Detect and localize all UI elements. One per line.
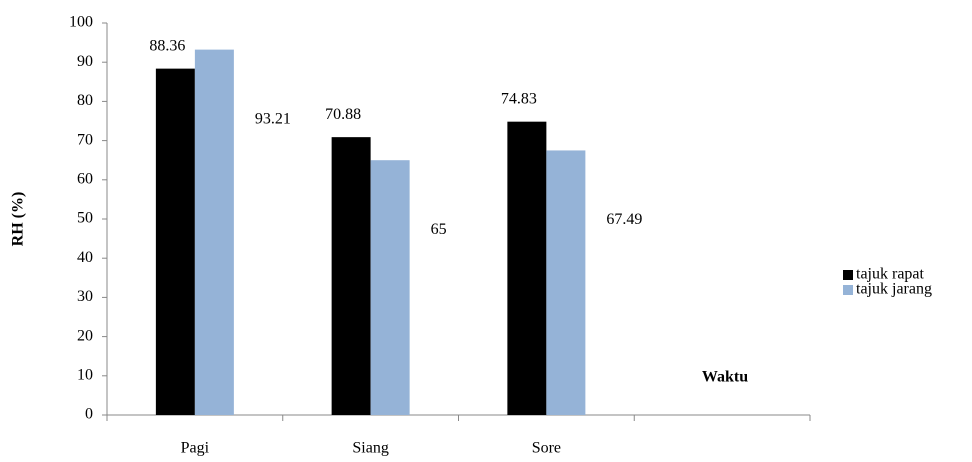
bar bbox=[194, 49, 234, 416]
y-tick-label: 20 bbox=[77, 327, 93, 344]
y-tick-label: 10 bbox=[77, 366, 93, 383]
legend-swatch bbox=[843, 285, 853, 295]
y-tick-label: 90 bbox=[77, 53, 93, 70]
y-tick-label: 70 bbox=[77, 131, 93, 148]
y-tick-label: 50 bbox=[77, 210, 93, 227]
y-tick-label: 0 bbox=[85, 406, 93, 423]
x-tick-label: Siang bbox=[352, 440, 388, 457]
legend-label: tajuk jarang bbox=[856, 281, 932, 298]
x-tick-label: Pagi bbox=[181, 440, 210, 457]
data-label: 65 bbox=[431, 221, 447, 238]
y-tick-label: 30 bbox=[77, 288, 93, 305]
x-tick-label: Sore bbox=[532, 440, 561, 457]
y-tick-label: 80 bbox=[77, 92, 93, 109]
y-axis-title: RH (%) bbox=[10, 192, 27, 247]
y-tick-label: 60 bbox=[77, 170, 93, 187]
legend-label: tajuk rapat bbox=[856, 266, 925, 283]
y-tick-label: 40 bbox=[77, 249, 93, 266]
bar bbox=[370, 160, 410, 415]
data-label: 74.83 bbox=[501, 90, 537, 107]
data-label: 67.49 bbox=[606, 211, 642, 228]
y-tick-label: 100 bbox=[69, 14, 93, 31]
data-label: 93.21 bbox=[255, 110, 291, 127]
data-label: 70.88 bbox=[325, 106, 361, 123]
bar bbox=[507, 121, 547, 416]
legend-swatch bbox=[843, 270, 853, 280]
bar bbox=[331, 137, 371, 416]
data-label: 88.36 bbox=[149, 37, 185, 54]
x-axis-title: Waktu bbox=[702, 369, 748, 386]
bar bbox=[546, 150, 586, 415]
bar bbox=[155, 68, 195, 416]
